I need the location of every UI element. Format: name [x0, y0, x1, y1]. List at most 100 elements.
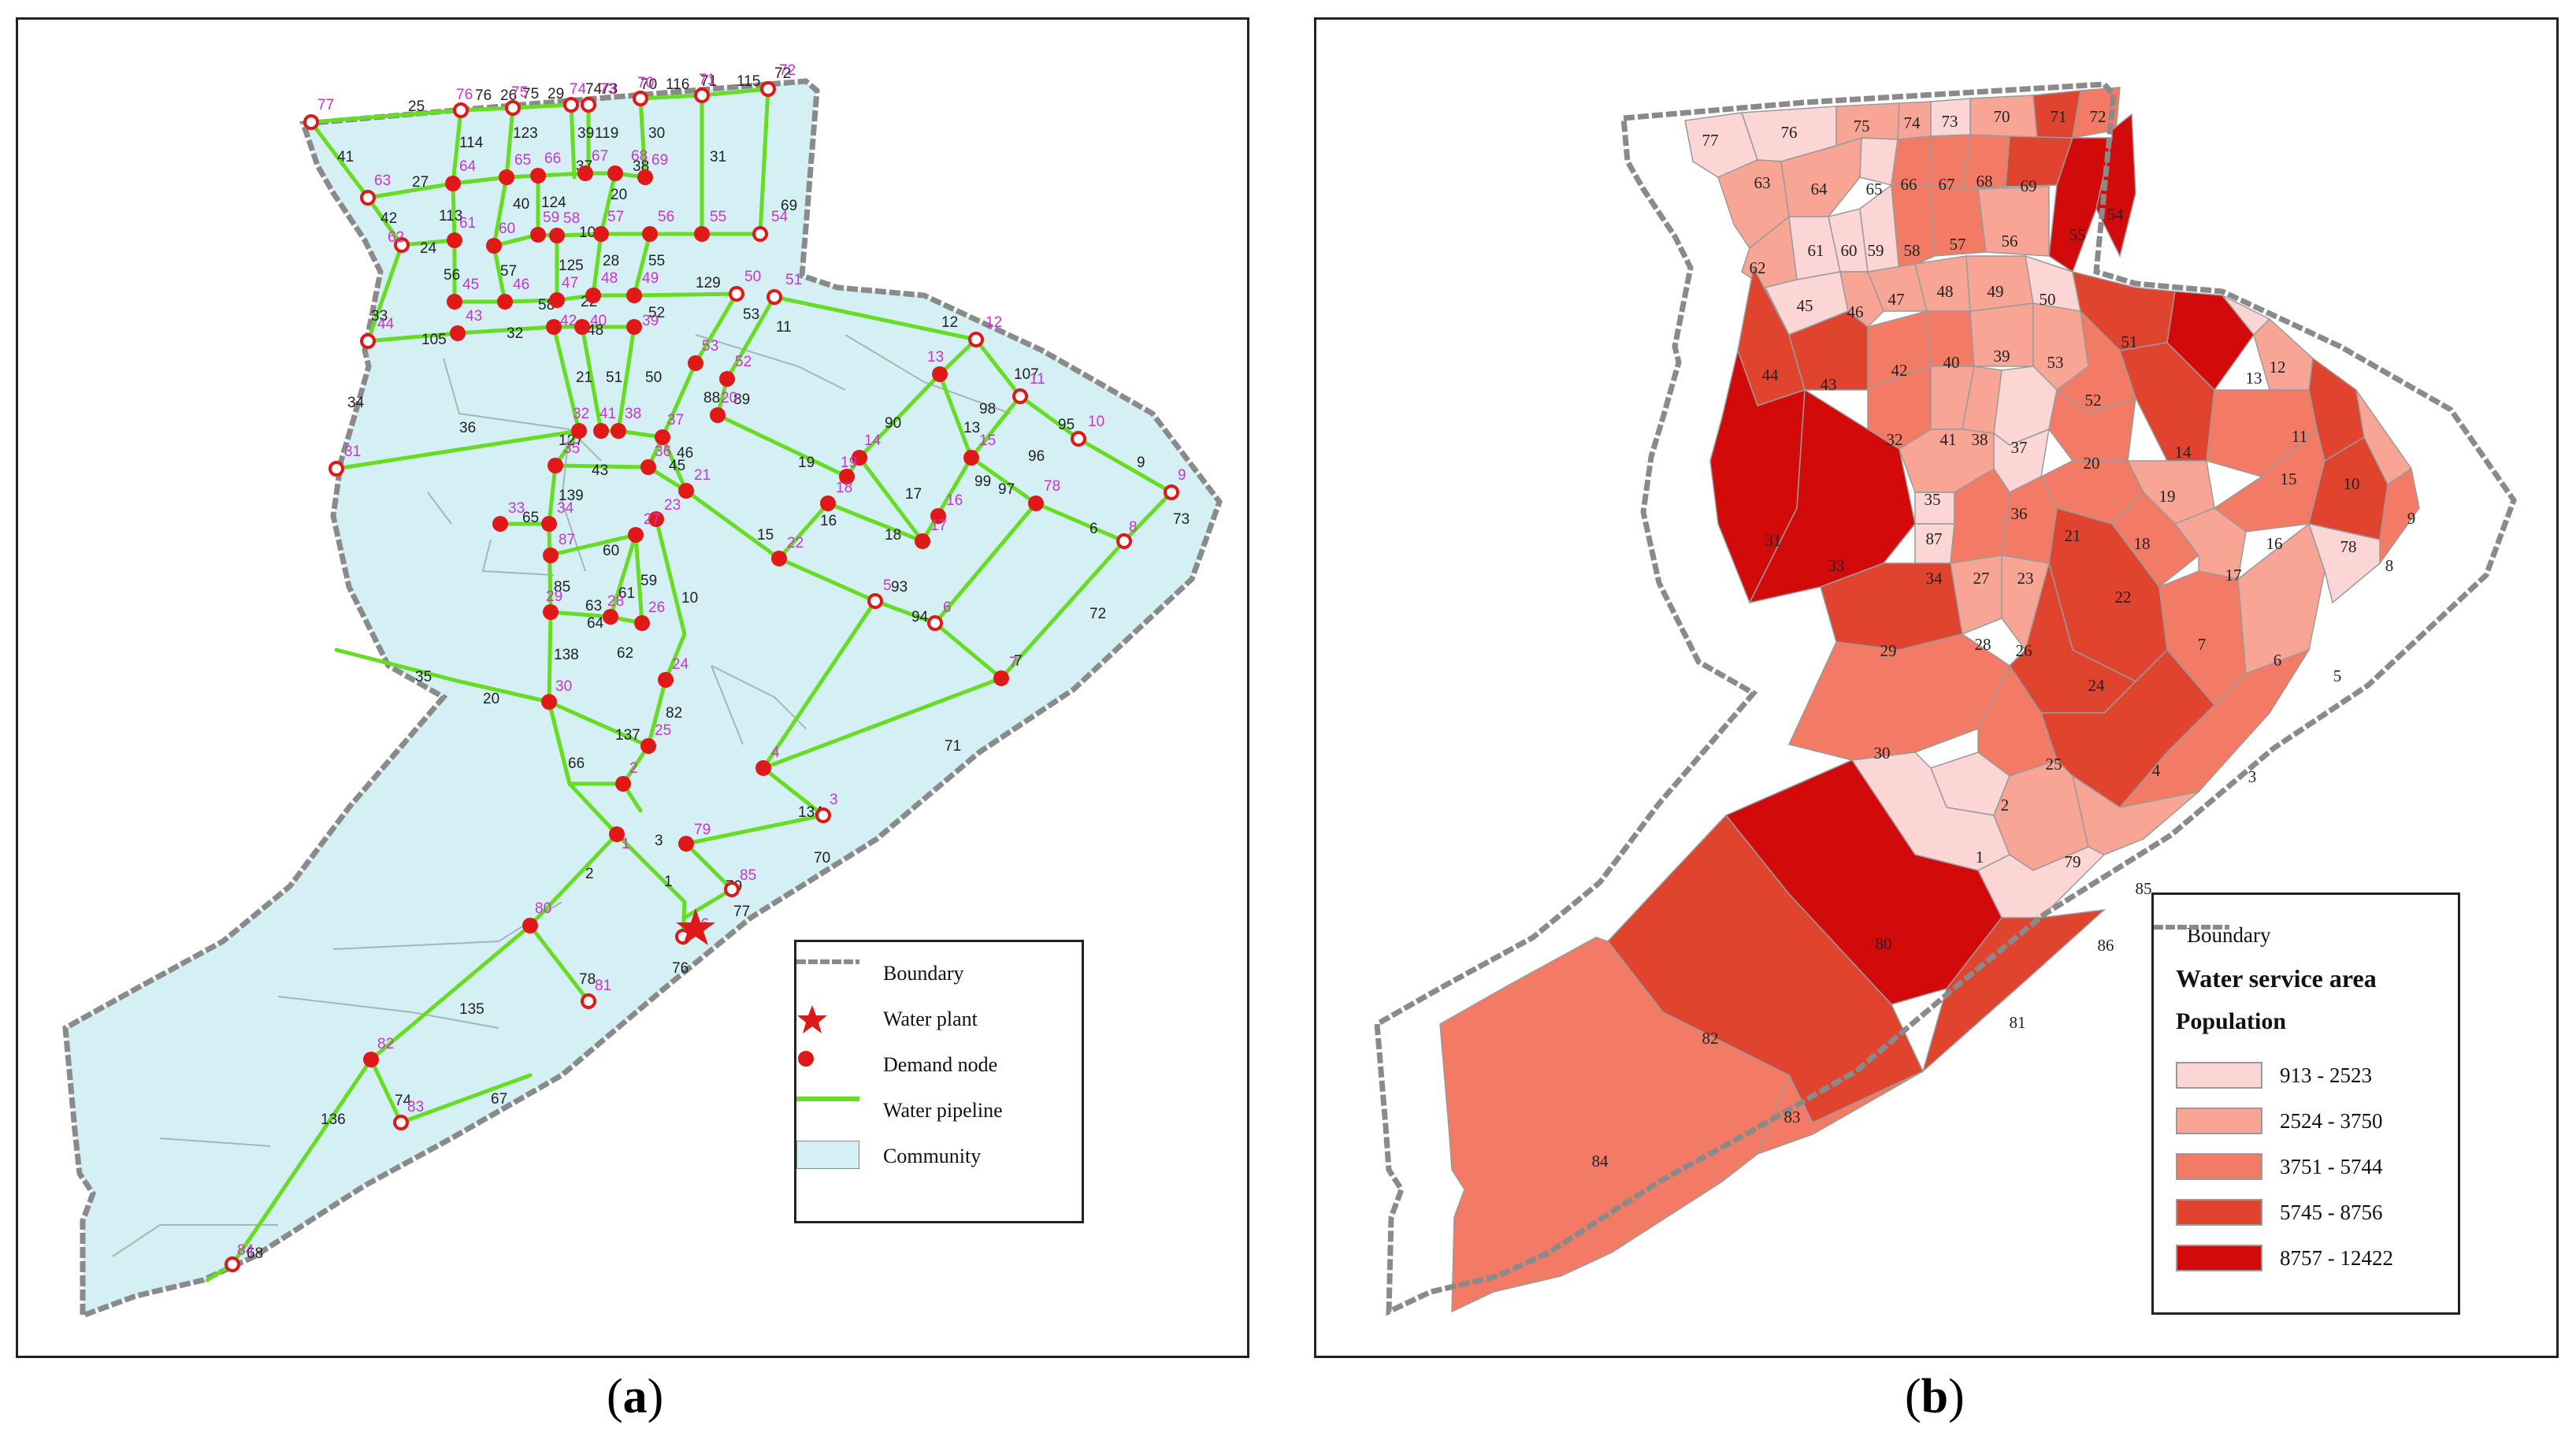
demand-node-46 [497, 294, 513, 310]
demand-node-1 [609, 826, 625, 842]
pipe-138 [547, 610, 553, 704]
pipe-label-98: 98 [979, 401, 996, 417]
pipe-label-75: 75 [522, 86, 539, 102]
node-label-55: 55 [710, 209, 726, 225]
legend-network: Boundary Water plant Demand node Water p… [794, 940, 1084, 1223]
pipe-label-90: 90 [885, 415, 901, 432]
legend-label-water-pipeline: Water pipeline [883, 1099, 1003, 1122]
service-area-label-47: 47 [1888, 290, 1905, 309]
caption-b-letter: b [1921, 1370, 1949, 1423]
node-label-5: 5 [883, 577, 892, 594]
pipe-label-71: 71 [700, 73, 717, 90]
caption-a: (a) [607, 1370, 664, 1423]
node-label-77: 77 [317, 97, 334, 113]
demand-node-58 [549, 228, 565, 243]
node-label-27: 27 [644, 511, 660, 528]
service-area-label-67: 67 [1939, 175, 1955, 194]
node-label-3: 3 [830, 792, 838, 808]
pipe-label-2: 2 [585, 866, 594, 882]
demand-node-30 [541, 694, 557, 710]
node-label-21: 21 [694, 467, 711, 484]
pipe-40 [492, 175, 509, 248]
node-label-65: 65 [514, 152, 531, 169]
pipe-label-60: 60 [603, 543, 619, 559]
service-area-label-84: 84 [1592, 1152, 1609, 1171]
service-area-label-21: 21 [2065, 526, 2081, 545]
pipe-79 [684, 841, 734, 892]
service-area-label-32: 32 [1887, 430, 1903, 449]
pipe-label-12: 12 [941, 314, 958, 331]
pipe-59 [633, 533, 644, 625]
node-label-4: 4 [771, 744, 780, 761]
service-area-label-42: 42 [1891, 361, 1908, 380]
service-area-label-13: 13 [2246, 369, 2262, 388]
service-area-label-30: 30 [1874, 744, 1891, 763]
node-label-14: 14 [864, 432, 882, 449]
pipe-33 [366, 243, 404, 343]
demand-node-84 [225, 1256, 240, 1272]
pipe-42 [366, 195, 404, 247]
node-label-34: 34 [557, 500, 574, 517]
service-area-label-44: 44 [1762, 366, 1780, 384]
pipe-55 [632, 232, 652, 298]
service-area-label-50: 50 [2040, 290, 2056, 309]
node-label-15: 15 [979, 432, 996, 449]
pipe-115 [700, 87, 770, 98]
legend-label-community: Community [883, 1145, 982, 1167]
node-label-29: 29 [546, 588, 562, 605]
service-area-label-7: 7 [2198, 635, 2207, 654]
node-label-63: 63 [374, 173, 391, 189]
pipe-label-77: 77 [733, 904, 750, 920]
service-area-label-12: 12 [2270, 358, 2286, 377]
pipe-label-51: 51 [606, 369, 622, 386]
node-label-18: 18 [836, 480, 852, 496]
service-area-label-68: 68 [1977, 172, 1993, 191]
service-area-label-27: 27 [1973, 569, 1990, 588]
pipe-label-6: 6 [1089, 521, 1098, 537]
legend-class-label: 913 - 2523 [2280, 1063, 2372, 1087]
demand-node-60 [486, 238, 502, 254]
service-area-label-3: 3 [2248, 767, 2257, 786]
pipe-123 [504, 106, 515, 180]
pipe-20 [457, 679, 551, 704]
node-label-41: 41 [599, 406, 616, 422]
node-label-36: 36 [655, 443, 671, 460]
pipe-label-59: 59 [640, 573, 657, 589]
legend-item-demand-node: Demand node [796, 1049, 997, 1081]
pipe-46 [660, 435, 689, 493]
pipe-label-94: 94 [911, 609, 929, 625]
pipe-85 [547, 521, 553, 614]
pipe-30 [638, 96, 648, 180]
pipe-label-46: 46 [677, 445, 693, 462]
demand-node-37 [655, 429, 670, 445]
node-label-76: 76 [456, 87, 473, 103]
pipe-22 [547, 700, 625, 786]
node-label-48: 48 [601, 270, 618, 287]
pipe-label-10: 10 [681, 590, 698, 607]
service-area-label-19: 19 [2159, 487, 2176, 506]
pipe-label-78: 78 [579, 971, 596, 988]
demand-node-20 [710, 407, 726, 423]
pipe-5 [761, 599, 878, 770]
node-label-33: 33 [508, 500, 525, 517]
node-label-42: 42 [560, 313, 577, 329]
service-area-label-1: 1 [1976, 848, 1984, 867]
demand-node-67 [577, 165, 593, 181]
pipe-105 [366, 331, 460, 343]
demand-node-18 [820, 495, 836, 511]
demand-node-38 [611, 423, 626, 439]
pipe-label-11: 11 [776, 319, 792, 336]
service-area-5 [2307, 522, 2381, 604]
service-area-84 [1439, 937, 1790, 1313]
boundary-outline [1374, 81, 2517, 1316]
pipe-label-139: 139 [559, 488, 584, 504]
node-label-82: 82 [377, 1036, 394, 1052]
legend-class-label: 2524 - 3750 [2280, 1108, 2383, 1133]
service-area-3 [2118, 648, 2311, 809]
demand-node-40 [574, 319, 590, 335]
pipe-74 [369, 1057, 403, 1125]
pipe-82 [663, 632, 687, 682]
pipe-label-27: 27 [412, 174, 429, 191]
pipe-96 [969, 394, 1023, 460]
